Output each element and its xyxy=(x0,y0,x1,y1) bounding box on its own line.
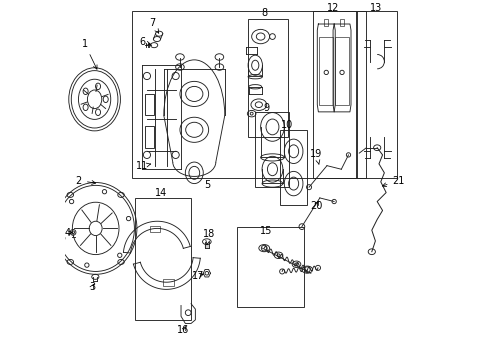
Text: 6: 6 xyxy=(139,37,151,47)
Text: 19: 19 xyxy=(309,149,322,164)
Text: 13: 13 xyxy=(369,3,382,13)
Text: 1: 1 xyxy=(81,39,97,69)
Bar xyxy=(324,19,327,26)
Text: 21: 21 xyxy=(382,176,404,186)
Text: 20: 20 xyxy=(309,201,322,211)
Bar xyxy=(145,94,154,116)
Bar xyxy=(255,112,289,187)
Text: 12: 12 xyxy=(326,3,339,13)
Text: 5: 5 xyxy=(203,180,209,190)
Text: 18: 18 xyxy=(203,229,215,245)
Text: 17: 17 xyxy=(191,271,203,280)
Text: 15: 15 xyxy=(259,226,272,236)
Bar xyxy=(340,19,343,26)
Text: 16: 16 xyxy=(177,325,189,336)
Text: 2: 2 xyxy=(76,176,96,186)
Text: 10: 10 xyxy=(280,120,292,130)
Bar xyxy=(357,12,396,178)
Bar xyxy=(149,226,160,232)
Bar xyxy=(237,226,303,307)
Text: 9: 9 xyxy=(263,103,268,113)
Text: 8: 8 xyxy=(261,8,267,18)
Text: 11: 11 xyxy=(135,161,150,171)
Bar xyxy=(334,37,348,105)
Text: 14: 14 xyxy=(155,188,167,198)
Text: 4: 4 xyxy=(65,228,72,238)
Bar xyxy=(312,12,355,178)
Bar xyxy=(163,279,174,286)
Bar xyxy=(280,130,306,205)
Bar xyxy=(145,126,154,148)
Bar xyxy=(247,19,287,137)
Bar xyxy=(131,12,366,178)
Text: 3: 3 xyxy=(89,282,95,292)
Bar xyxy=(319,37,333,105)
Text: 7: 7 xyxy=(148,18,159,33)
Bar xyxy=(135,198,190,320)
